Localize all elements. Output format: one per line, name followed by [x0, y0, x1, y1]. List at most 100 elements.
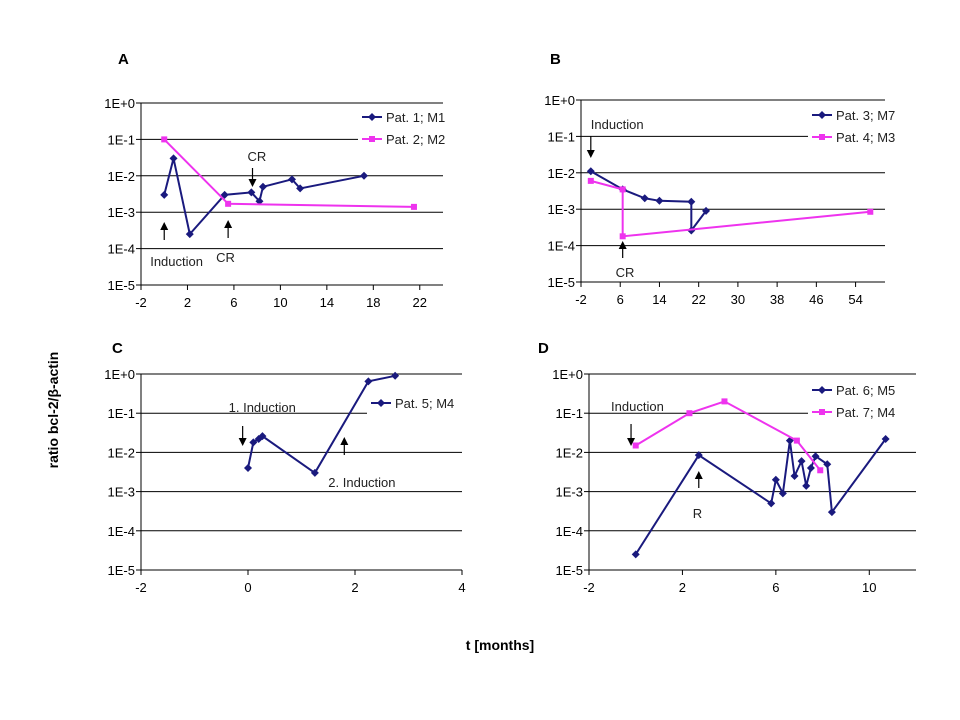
data-point	[790, 472, 799, 481]
y-tick-label: 1E+0	[104, 367, 135, 382]
x-tick-label: -2	[583, 580, 595, 595]
data-point	[160, 190, 169, 199]
data-point	[169, 154, 178, 163]
legend-label: Pat. 3; M7	[836, 108, 895, 123]
data-point	[806, 463, 815, 472]
y-tick-label: 1E-5	[556, 563, 583, 578]
y-tick-label: 1E-3	[108, 485, 135, 500]
panel-d-plot: 1E-5 1E-4 1E-3 1E-2 1E-1 1E+0 -2 2 6 10 Pat. 6; M5…	[552, 367, 924, 595]
annotation-label: 2. Induction	[328, 475, 395, 490]
data-point	[247, 188, 256, 197]
annotation-arrow-head	[586, 150, 595, 158]
annotation-label: Induction	[591, 117, 644, 132]
x-tick-label: 2	[184, 295, 191, 310]
x-tick-label: 22	[691, 292, 705, 307]
legend: Pat. 5; M4	[367, 394, 463, 424]
legend-swatch-marker	[377, 399, 385, 407]
data-point	[640, 194, 649, 203]
data-point	[619, 186, 626, 193]
legend-swatch-marker	[369, 136, 375, 142]
panel-b-plot: 1E-5 1E-4 1E-3 1E-2 1E-1 1E+0 -2 6 14 22 30 38 46 54 P…	[544, 93, 924, 307]
annotation-arrow-head	[248, 179, 257, 187]
x-tick-label: 46	[809, 292, 823, 307]
data-point	[185, 230, 194, 239]
y-tick-label: 1E-2	[548, 166, 575, 181]
annotation-label: CR	[616, 265, 635, 280]
y-tick-label: 1E-2	[108, 169, 135, 184]
x-tick-label: 54	[848, 292, 862, 307]
annotation-arrow-head	[224, 220, 233, 228]
legend: Pat. 1; M1 Pat. 2; M2	[358, 108, 474, 156]
panel-letter-d: D	[538, 340, 549, 357]
y-tick-label: 1E-1	[108, 132, 135, 147]
legend: Pat. 6; M5 Pat. 7; M4	[808, 381, 924, 429]
data-point	[827, 508, 836, 517]
data-point	[161, 136, 168, 143]
data-point	[586, 167, 595, 176]
annotation-arrow-head	[160, 222, 169, 230]
annotation-arrow-head	[618, 241, 627, 249]
legend-swatch-marker	[819, 409, 825, 415]
data-point	[655, 196, 664, 205]
y-tick-label: 1E+0	[544, 93, 575, 108]
legend-label: Pat. 6; M5	[836, 383, 895, 398]
x-tick-label: 14	[652, 292, 666, 307]
data-point	[587, 177, 594, 184]
data-point	[296, 184, 305, 193]
legend-swatch-marker	[368, 113, 376, 121]
x-tick-label: 4	[458, 580, 465, 595]
x-tick-label: 0	[244, 580, 251, 595]
data-point	[255, 197, 264, 206]
data-point	[694, 451, 703, 460]
data-point	[771, 475, 780, 484]
annotation-arrow-head	[340, 437, 349, 445]
annotation-label: R	[693, 506, 702, 521]
data-point	[721, 398, 728, 405]
series-line	[247, 374, 396, 475]
data-point	[364, 377, 373, 386]
panel-letter-b: B	[550, 51, 561, 68]
legend-swatch-marker	[818, 111, 826, 119]
panel-letter-c: C	[112, 340, 123, 357]
data-point	[702, 206, 711, 215]
data-point	[391, 371, 400, 380]
y-tick-label: 1E-4	[108, 242, 135, 257]
y-tick-label: 1E-1	[556, 406, 583, 421]
legend-label: Pat. 2; M2	[386, 132, 445, 147]
data-point	[817, 467, 824, 474]
x-tick-label: -2	[135, 580, 147, 595]
data-point	[767, 499, 776, 508]
y-tick-label: 1E-3	[556, 485, 583, 500]
y-tick-label: 1E+0	[104, 96, 135, 111]
data-point	[867, 208, 874, 215]
data-point	[244, 463, 252, 472]
y-tick-label: 1E-2	[556, 445, 583, 460]
panel-letter-a: A	[118, 51, 129, 68]
x-tick-label: 10	[273, 295, 287, 310]
annotation-arrow-head	[238, 438, 247, 446]
x-tick-label: 10	[862, 580, 876, 595]
data-point	[802, 481, 811, 490]
annotation-arrow-head	[694, 471, 703, 479]
y-tick-label: 1E-2	[108, 445, 135, 460]
legend-label: Pat. 5; M4	[395, 396, 454, 411]
y-tick-label: 1E-3	[108, 205, 135, 220]
x-tick-label: 22	[413, 295, 427, 310]
y-tick-label: 1E-5	[108, 278, 135, 293]
annotation-label: 1. Induction	[229, 400, 296, 415]
x-tick-label: -2	[575, 292, 587, 307]
legend-label: Pat. 4; M3	[836, 130, 895, 145]
x-tick-label: 6	[617, 292, 624, 307]
data-point	[632, 442, 639, 449]
data-point	[225, 200, 232, 207]
data-point	[778, 489, 787, 498]
y-tick-label: 1E-1	[108, 406, 135, 421]
legend-background	[367, 394, 463, 424]
x-tick-label: 6	[230, 295, 237, 310]
annotation-label: CR	[248, 149, 267, 164]
series-line	[590, 179, 871, 238]
x-tick-label: 30	[731, 292, 745, 307]
legend: Pat. 3; M7 Pat. 4; M3	[808, 106, 924, 154]
data-point	[687, 197, 696, 206]
y-axis-title: ratio bcl-2/β-actin	[45, 352, 61, 469]
